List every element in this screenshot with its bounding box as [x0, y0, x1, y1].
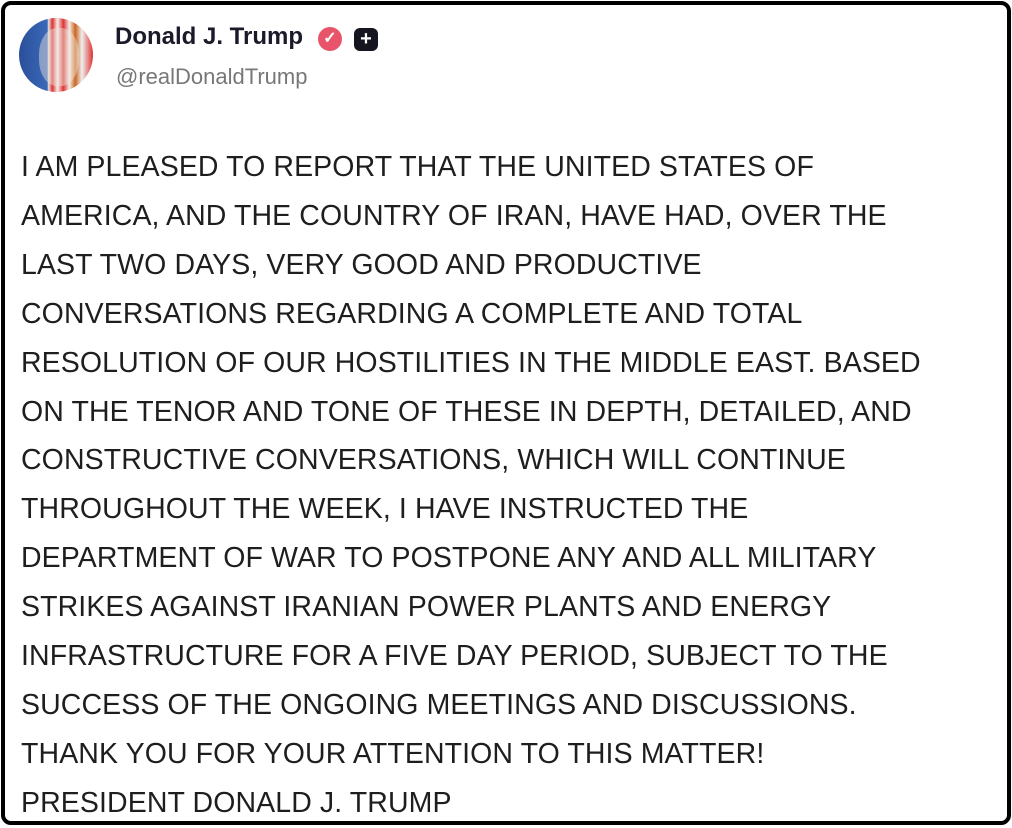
post-line: LAST TWO DAYS, VERY GOOD AND PRODUCTIVE: [21, 248, 702, 281]
post-line: ON THE TENOR AND TONE OF THESE IN DEPTH,…: [21, 395, 912, 428]
post-line: CONVERSATIONS REGARDING A COMPLETE AND T…: [21, 297, 803, 330]
verified-badge-icon: ✓: [318, 27, 342, 51]
avatar-face: [39, 28, 79, 86]
post-line: PRESIDENT DONALD J. TRUMP: [21, 786, 452, 819]
post-line: AMERICA, AND THE COUNTRY OF IRAN, HAVE H…: [21, 199, 887, 232]
post-body: I AM PLEASED TO REPORT THAT THE UNITED S…: [21, 143, 921, 828]
post-line: INFRASTRUCTURE FOR A FIVE DAY PERIOD, SU…: [21, 640, 888, 673]
plus-badge-icon: +: [354, 28, 378, 51]
author-handle[interactable]: @realDonaldTrump: [116, 64, 308, 89]
post-line: CONSTRUCTIVE CONVERSATIONS, WHICH WILL C…: [21, 444, 846, 477]
post-line: THROUGHOUT THE WEEK, I HAVE INSTRUCTED T…: [21, 493, 749, 526]
avatar[interactable]: [19, 18, 93, 92]
post-line: THANK YOU FOR YOUR ATTENTION TO THIS MAT…: [21, 737, 765, 770]
post-line: DEPARTMENT OF WAR TO POSTPONE ANY AND AL…: [21, 542, 877, 575]
post-line: SUCCESS OF THE ONGOING MEETINGS AND DISC…: [21, 688, 857, 721]
post-line: I AM PLEASED TO REPORT THAT THE UNITED S…: [21, 151, 814, 183]
post-line: STRIKES AGAINST IRANIAN POWER PLANTS AND…: [21, 591, 832, 624]
post-line: RESOLUTION OF OUR HOSTILITIES IN THE MID…: [21, 346, 921, 379]
author-name[interactable]: Donald J. Trump: [115, 23, 304, 50]
